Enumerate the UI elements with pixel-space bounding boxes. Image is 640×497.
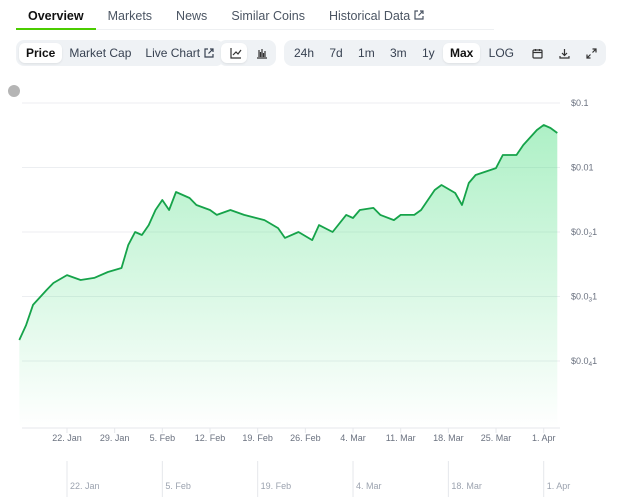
x-tick-label: 26. Feb (290, 433, 321, 443)
range-7d-button-label: 7d (329, 46, 343, 60)
calendar-button[interactable] (522, 43, 548, 63)
range-1y-button[interactable]: 1y (415, 43, 442, 63)
download-button[interactable] (550, 43, 576, 63)
navigator-tick-label: 22. Jan (70, 481, 100, 491)
metric-market-cap-button[interactable]: Market Cap (62, 43, 138, 63)
candlestick-chart-button[interactable] (247, 43, 273, 63)
chart-type-toggle (218, 40, 276, 66)
x-tick-label: 22. Jan (52, 433, 82, 443)
tab-bar: Overview Markets News Similar Coins Historic… (16, 0, 494, 30)
metric-live-chart-button[interactable]: Live Chart (138, 43, 221, 63)
tab-news[interactable]: News (164, 0, 219, 30)
range-1m-button-label: 1m (358, 46, 375, 60)
range-max-button[interactable]: Max (442, 43, 481, 63)
x-tick-label: 11. Mar (386, 433, 416, 443)
range-7d-button[interactable]: 7d (322, 43, 349, 63)
range-log-button[interactable]: LOG (482, 43, 521, 63)
metric-toggle: Price Market Cap Live Chart (16, 40, 225, 66)
range-max-button-label: Max (449, 46, 474, 60)
range-toolbar: 24h 7d 1m 3m 1y Max LOG (284, 40, 606, 66)
range-1y-button-label: 1y (421, 46, 435, 60)
navigator-tick-label: 19. Feb (261, 481, 292, 491)
x-tick-label: 25. Mar (481, 433, 512, 443)
external-link-icon (414, 10, 424, 20)
external-link-icon (204, 48, 214, 58)
y-tick-label: $0.031 (571, 292, 597, 304)
y-tick-label: $0.041 (571, 356, 597, 368)
tab-historical-data-label: Historical Data (328, 9, 411, 23)
metric-price-button[interactable]: Price (19, 43, 63, 63)
navigator-tick-label: 4. Mar (356, 481, 382, 491)
candlestick-chart-icon (256, 47, 268, 59)
tab-similar-coins[interactable]: Similar Coins (219, 0, 317, 30)
navigator (22, 455, 562, 497)
range-24h-button[interactable]: 24h (287, 43, 321, 63)
price-line (18, 124, 558, 341)
fullscreen-icon (586, 47, 598, 59)
range-1m-button[interactable]: 1m (351, 43, 382, 63)
tab-overview-label: Overview (28, 9, 84, 23)
range-log-button-label: LOG (488, 46, 514, 60)
tab-markets[interactable]: Markets (96, 0, 164, 30)
tab-similar-coins-label: Similar Coins (231, 9, 305, 23)
x-tick-label: 12. Feb (195, 433, 226, 443)
y-tick-label: $0.01 (571, 163, 594, 173)
range-24h-button-label: 24h (294, 46, 315, 60)
download-icon (559, 48, 570, 59)
x-tick-label: 18. Mar (433, 433, 464, 443)
metric-live-chart-button-label: Live Chart (145, 46, 201, 60)
navigator-tick-label: 1. Apr (547, 481, 571, 491)
metric-price-button-label: Price (26, 46, 56, 60)
navigator-tick-label: 5. Feb (165, 481, 191, 491)
line-chart-icon (230, 47, 242, 59)
x-tick-label: 1. Apr (532, 433, 556, 443)
x-tick-label: 5. Feb (150, 433, 176, 443)
tab-overview[interactable]: Overview (16, 0, 96, 30)
x-tick-label: 4. Mar (340, 433, 366, 443)
calendar-icon (532, 48, 543, 59)
y-tick-label: $0.1 (571, 98, 589, 108)
chart-handle-dot[interactable] (8, 85, 20, 97)
y-tick-label: $0.021 (571, 227, 597, 239)
range-3m-button-label: 3m (390, 46, 407, 60)
range-3m-button[interactable]: 3m (383, 43, 414, 63)
price-area (19, 125, 558, 428)
tab-markets-label: Markets (107, 9, 153, 23)
fullscreen-button[interactable] (577, 43, 603, 63)
navigator-tick-label: 18. Mar (451, 481, 482, 491)
tab-historical-data[interactable]: Historical Data (317, 0, 436, 30)
line-chart-button[interactable] (221, 43, 247, 63)
tab-news-label: News (176, 9, 208, 23)
metric-market-cap-button-label: Market Cap (69, 46, 132, 60)
x-tick-label: 29. Jan (100, 433, 130, 443)
x-tick-label: 19. Feb (242, 433, 273, 443)
